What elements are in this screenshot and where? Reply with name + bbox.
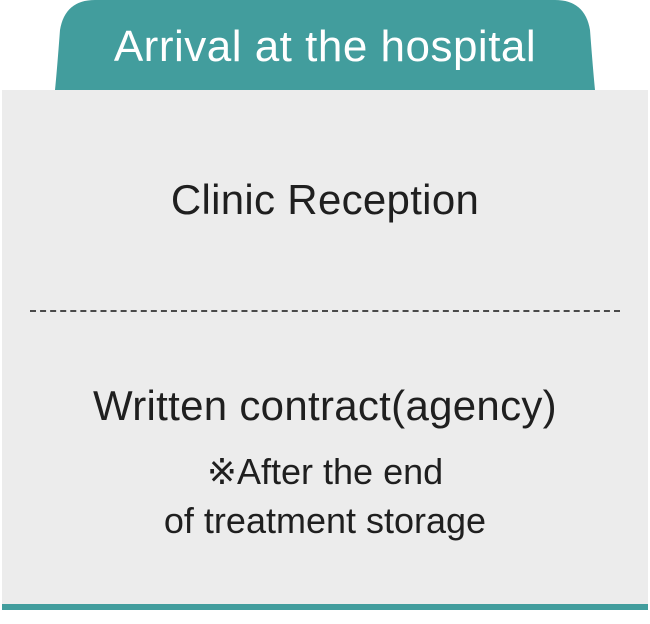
header-tab: Arrival at the hospital bbox=[55, 0, 595, 90]
note-line-2: of treatment storage bbox=[164, 500, 486, 541]
section-2-text: Written contract(agency) bbox=[93, 382, 557, 430]
section-2: Written contract(agency) ※After the end … bbox=[2, 312, 648, 606]
body-box: Clinic Reception Written contract(agency… bbox=[2, 90, 648, 610]
diagram-container: Arrival at the hospital Clinic Reception… bbox=[0, 0, 650, 624]
note-line-1: ※After the end bbox=[207, 451, 443, 492]
section-1-text: Clinic Reception bbox=[171, 176, 479, 224]
header-title: Arrival at the hospital bbox=[114, 22, 536, 72]
section-1: Clinic Reception bbox=[2, 90, 648, 310]
section-2-note: ※After the end of treatment storage bbox=[164, 448, 486, 545]
